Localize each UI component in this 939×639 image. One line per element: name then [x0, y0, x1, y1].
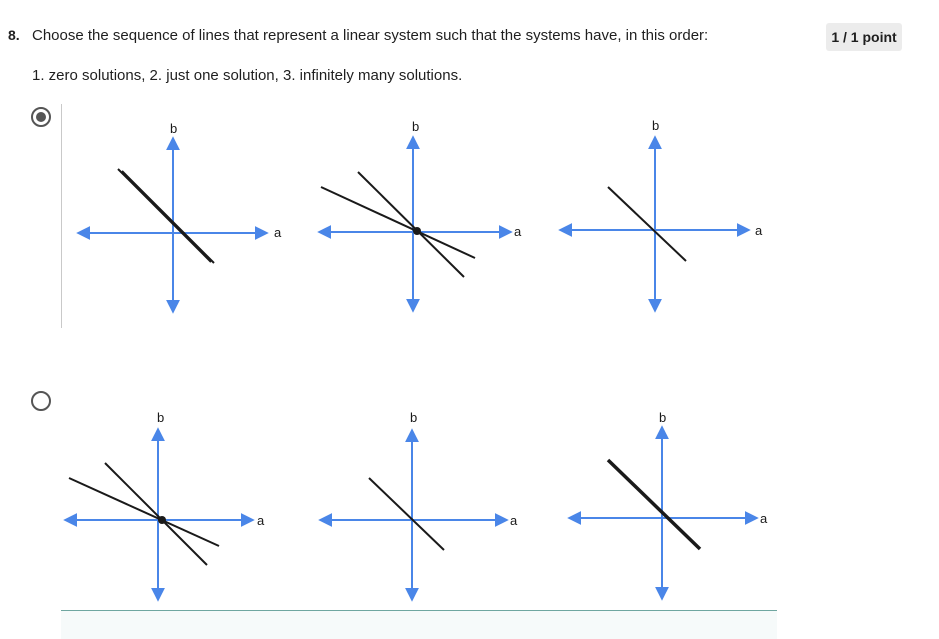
a-axis-label: a	[257, 513, 265, 528]
points-badge: 1 / 1 point	[826, 23, 902, 51]
option-1-radio[interactable]	[31, 107, 51, 127]
bottom-divider	[61, 610, 777, 611]
question-text: Choose the sequence of lines that repres…	[32, 27, 709, 44]
b-axis-label: b	[652, 118, 659, 133]
line-2	[68, 477, 220, 547]
option-1-graph-2: b a	[317, 119, 522, 313]
line-1	[606, 458, 702, 551]
a-axis-label: a	[755, 223, 763, 238]
b-axis-label: b	[157, 410, 164, 425]
a-axis-label: a	[274, 225, 282, 240]
line-2	[121, 170, 215, 264]
b-axis-label: b	[410, 410, 417, 425]
bottom-fade	[61, 611, 777, 639]
line-1	[104, 462, 208, 566]
b-axis-label: b	[412, 119, 419, 134]
a-axis-label: a	[514, 224, 522, 239]
b-axis-label: b	[659, 410, 666, 425]
option-1-left-border	[61, 104, 62, 328]
question-subtext: 1. zero solutions, 2. just one solution,…	[32, 67, 463, 84]
question-number: 8.	[8, 27, 20, 43]
a-axis-label: a	[760, 511, 768, 526]
line-1	[357, 171, 465, 278]
a-axis-label: a	[510, 513, 518, 528]
intersection-point	[158, 516, 166, 524]
option-2-graph-2: b a	[318, 410, 518, 602]
intersection-point	[413, 227, 421, 235]
option-1-graph-1: b a	[76, 121, 282, 314]
line-1	[607, 186, 687, 262]
line-2	[320, 186, 476, 259]
line-1	[117, 168, 212, 263]
b-axis-label: b	[170, 121, 177, 136]
option-2-graph-1: b a	[63, 410, 265, 602]
option-2-radio[interactable]	[31, 391, 51, 411]
line-1	[368, 477, 445, 551]
option-2-graph-3: b a	[567, 410, 768, 601]
option-1-graph-3: b a	[558, 118, 763, 313]
